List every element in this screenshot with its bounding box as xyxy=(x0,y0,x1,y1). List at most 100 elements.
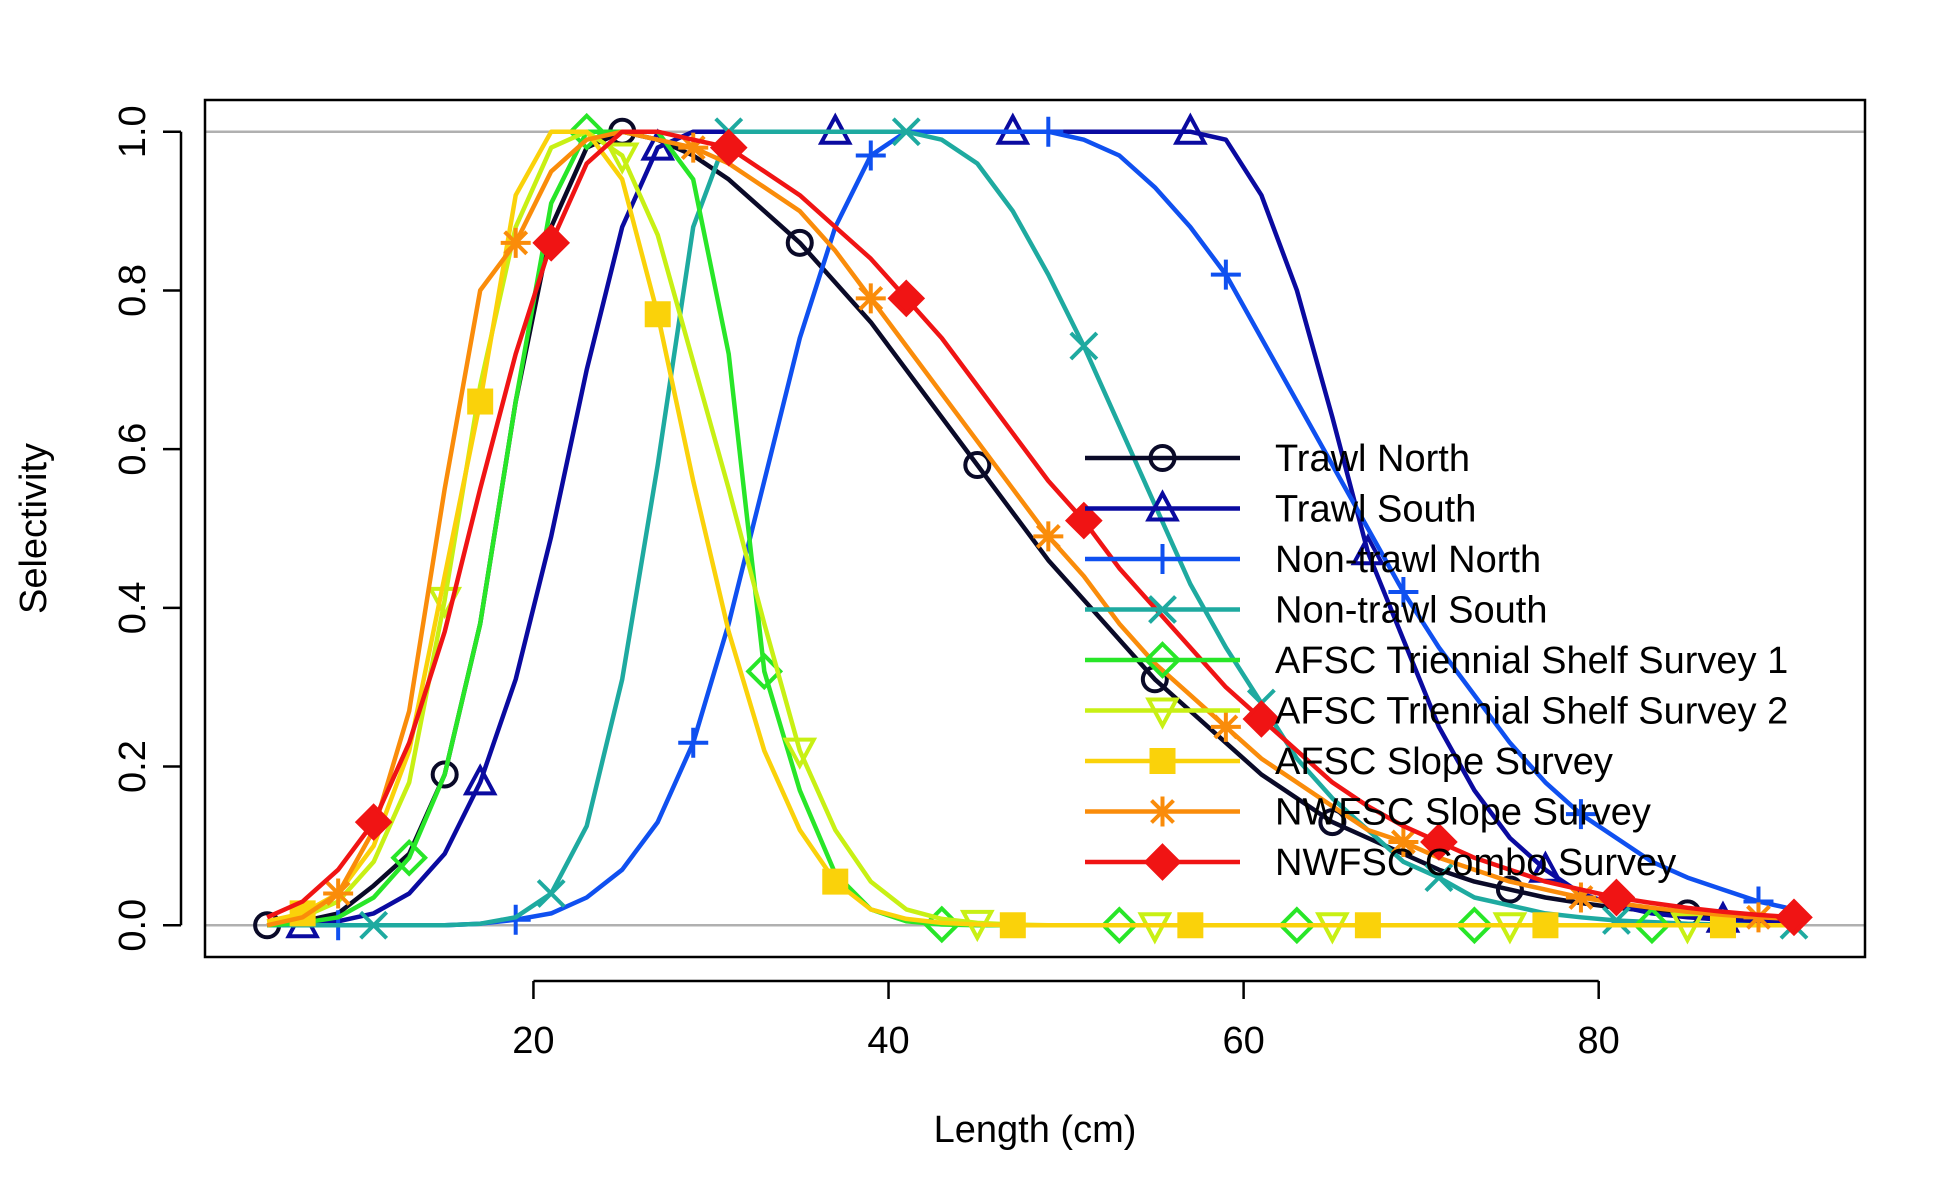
series-6 xyxy=(266,129,1794,939)
legend-marker xyxy=(1147,544,1178,574)
data-point xyxy=(678,132,709,163)
data-point xyxy=(1495,875,1524,904)
data-point xyxy=(887,279,926,318)
legend-label: AFSC Slope Survey xyxy=(1275,741,1613,783)
data-point xyxy=(1177,912,1204,939)
data-point xyxy=(1242,700,1281,738)
data-point xyxy=(567,112,606,151)
data-point xyxy=(1172,112,1208,145)
y-tick-label: 0.6 xyxy=(112,423,154,476)
data-point xyxy=(536,879,566,908)
x-axis: 20 40 60 80 xyxy=(512,979,1620,1062)
data-point xyxy=(1565,882,1596,913)
data-point xyxy=(1743,902,1774,933)
data-point xyxy=(999,912,1026,939)
y-axis: 0.0 0.2 0.4 0.6 0.8 1.0 xyxy=(112,105,183,952)
data-point xyxy=(354,803,393,841)
y-tick-label: 0.0 xyxy=(112,899,154,952)
legend-marker xyxy=(1143,641,1182,679)
data-point xyxy=(1420,823,1458,861)
legend-label: NWFSC Combo Survey xyxy=(1275,842,1676,884)
y-tick-label: 0.4 xyxy=(112,581,154,634)
data-point xyxy=(359,910,389,940)
x-tick-label: 40 xyxy=(867,1020,909,1062)
x-axis-label: Length (cm) xyxy=(934,1109,1137,1151)
data-point xyxy=(500,227,531,258)
data-point xyxy=(640,128,676,161)
data-point xyxy=(782,737,818,770)
series-7 xyxy=(266,129,1795,933)
series-line xyxy=(267,129,1794,928)
data-point xyxy=(462,763,498,796)
legend-marker xyxy=(1147,796,1178,827)
data-point xyxy=(644,301,671,328)
legend-item: Trawl North xyxy=(1085,438,1470,480)
legend-label: AFSC Triennial Shelf Survey 2 xyxy=(1275,691,1788,733)
data-point xyxy=(891,117,921,147)
series-line xyxy=(266,129,1795,920)
legend-item: NWFSC Slope Survey xyxy=(1085,792,1651,834)
legend-label: NWFSC Slope Survey xyxy=(1275,792,1651,834)
data-point xyxy=(1100,906,1139,945)
legend-label: Non-trawl South xyxy=(1275,590,1547,632)
series-line xyxy=(266,129,1795,928)
x-tick-label: 60 xyxy=(1222,1020,1264,1062)
data-point xyxy=(1069,331,1099,361)
data-point xyxy=(390,838,428,877)
data-point xyxy=(1033,116,1064,147)
y-tick-label: 0.2 xyxy=(112,740,154,793)
legend-marker xyxy=(1148,595,1177,624)
plot-frame xyxy=(203,98,1867,959)
data-point xyxy=(678,727,709,758)
data-point xyxy=(604,142,640,175)
data-point xyxy=(1354,912,1381,939)
legend-item: Non-trawl South xyxy=(1085,590,1547,632)
data-point xyxy=(532,224,571,262)
data-point xyxy=(1597,878,1636,917)
legend-marker xyxy=(1143,843,1182,881)
x-tick-label: 80 xyxy=(1578,1020,1620,1062)
data-point xyxy=(1565,799,1596,830)
data-point xyxy=(855,283,886,314)
series-8 xyxy=(266,128,1813,937)
legend-marker xyxy=(1145,697,1180,730)
series-layer xyxy=(253,112,1813,945)
data-point xyxy=(1388,576,1419,607)
legend-label: Trawl South xyxy=(1275,489,1476,531)
legend-item: NWFSC Combo Survey xyxy=(1085,842,1676,884)
data-point xyxy=(1424,863,1454,893)
y-tick-label: 0.8 xyxy=(112,264,154,317)
data-point xyxy=(785,228,814,257)
data-point xyxy=(1278,906,1316,945)
data-point xyxy=(1532,912,1559,939)
y-axis-label: Selectivity xyxy=(13,443,55,614)
legend-item: AFSC Triennial Shelf Survey 1 xyxy=(1085,640,1788,682)
legend-label: Trawl North xyxy=(1275,438,1470,480)
legend-label: AFSC Triennial Shelf Survey 1 xyxy=(1275,640,1788,682)
data-point xyxy=(323,878,354,909)
data-point xyxy=(1210,259,1241,290)
data-point xyxy=(467,388,494,415)
data-point xyxy=(430,760,459,789)
data-point xyxy=(1775,898,1813,937)
data-point xyxy=(1455,906,1494,945)
data-point xyxy=(1633,906,1671,945)
legend-marker xyxy=(1149,748,1176,774)
data-point xyxy=(1064,501,1103,540)
legend-item: AFSC Triennial Shelf Survey 2 xyxy=(1085,691,1788,733)
data-point xyxy=(1318,808,1347,837)
legend-item: AFSC Slope Survey xyxy=(1085,741,1613,783)
data-point xyxy=(1350,533,1386,566)
data-point xyxy=(1210,711,1241,742)
data-point xyxy=(1388,826,1419,857)
data-point xyxy=(963,451,992,480)
series-2 xyxy=(267,116,1795,941)
legend-marker xyxy=(1148,444,1177,472)
legend: Trawl North Trawl South Non-trawl North Non… xyxy=(1085,438,1788,884)
x-tick-label: 20 xyxy=(512,1020,554,1062)
data-point xyxy=(855,140,886,171)
data-point xyxy=(709,128,748,167)
legend-label: Non-trawl North xyxy=(1275,539,1541,581)
legend-item: Non-trawl North xyxy=(1085,539,1541,581)
